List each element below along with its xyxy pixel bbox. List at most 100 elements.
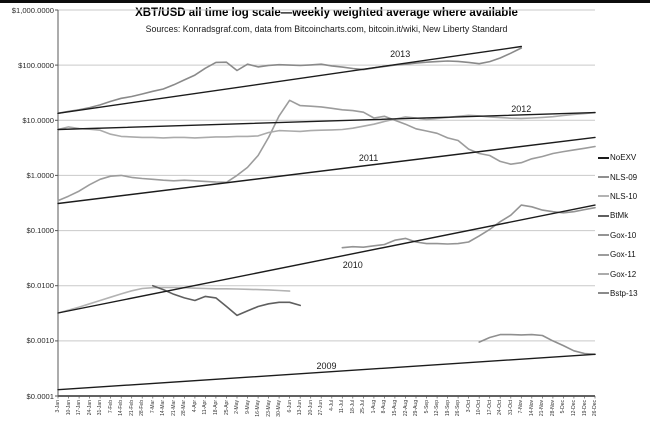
x-axis-label: 4-Apr [191,400,198,413]
x-axis-label: 20-Jun [307,400,314,416]
x-axis-label: 29-Aug [413,400,419,417]
series-line-nls-09 [478,333,596,356]
x-axis-label: 5-Sep [423,400,430,414]
x-axis-label: 7-Mar [149,400,156,414]
x-axis-label: 25-Jul [360,400,367,414]
y-axis-label: $100.0000 [18,60,54,70]
legend-item-gox-12: Gox-12 [598,264,638,283]
year-annotation-2011: 2011 [358,152,379,163]
x-axis-label: 6-Jun [286,400,293,413]
x-axis-label: 2-May [234,400,240,414]
x-axis-label: 13-Jun [297,400,304,416]
x-axis-label: 7-Feb [107,400,114,414]
x-axis-label: 24-Jan [86,400,93,416]
legend-item-bstp-13: Bstp-13 [598,284,638,303]
y-axis-label: $0.0100 [26,281,54,291]
x-axis-label: 14-Feb [118,400,125,416]
x-axis-label: 17-Oct [486,400,493,416]
x-axis-label: 15-Aug [391,400,398,417]
x-axis-label: 9-May [244,400,251,414]
y-axis-label: $0.1000 [26,226,54,236]
x-axis-label: 28-Nov [549,400,556,417]
x-axis-label: 26-Sep [455,400,462,417]
legend-item-btmk: BtMk [598,206,638,225]
x-axis-label: 22-Aug [402,400,409,417]
x-axis-label: 16-May [255,400,262,417]
x-axis-label: 5-Dec [560,400,567,414]
legend-item-nls-09: NLS-09 [598,167,638,186]
legend-marker-gox-11 [598,253,609,256]
x-axis-label: 10-Jan [65,400,72,416]
x-axis-label: 1-Aug [370,400,377,414]
series-line-noexv-trend-2009 [57,353,596,391]
series-line-gox-12 [57,111,596,139]
x-axis-label: 27-Jun [318,400,325,416]
legend-label: Gox-10 [610,230,637,240]
x-axis-label: 30-May [276,400,283,417]
legend-marker-btmk [598,214,609,217]
x-axis-label: 28-Feb [139,400,146,416]
legend-label: Bstp-13 [610,288,638,298]
x-axis-label: 26-Dec [592,400,598,417]
x-axis-label: 14-Mar [160,400,167,416]
series-line-btmk [152,284,302,317]
x-axis-label: 23-May [265,400,272,417]
legend-label: NLS-10 [610,191,638,201]
x-axis-label: 8-Aug [381,400,388,414]
x-axis-label: 3-Jan [55,400,61,413]
series-line-noexv-trend-2013 [57,45,522,115]
legend-label: NLS-09 [610,172,638,182]
y-axis-label: $0.0010 [26,336,54,346]
legend-label: BtMk [610,211,629,221]
y-axis-label: $10.0000 [22,115,54,125]
x-axis-label: 7-Nov [518,400,525,414]
x-axis-label: 11-Apr [202,400,209,415]
legend-label: Gox-12 [610,269,637,279]
series-line-bstp-13 [57,47,523,115]
series-line-nls-10 [57,286,291,314]
series-line-gox-11 [57,99,596,202]
x-axis-label: 31-Jan [97,400,104,416]
x-axis-label: 3-Oct [465,400,472,413]
x-axis-label: 21-Nov [539,400,546,417]
year-annotation-2012: 2012 [511,104,532,115]
x-axis-label: 21-Mar [170,400,177,416]
legend-label: NoEXV [610,153,637,163]
x-axis-label: 25-Apr [223,400,230,416]
legend-marker-noexv [598,156,609,159]
legend-item-noexv: NoEXV [598,148,638,167]
series-line-noexv-trend-2011 [57,136,596,205]
x-axis-label: 10-Oct [476,400,483,416]
x-axis-label: 4-Jul [328,400,335,411]
legend-marker-bstp-13 [598,292,609,295]
legend-marker-gox-12 [598,273,609,276]
x-axis-label: 12-Dec [570,400,577,417]
x-axis-label: 11-Jul [339,400,346,414]
legend-marker-gox-10 [598,234,609,237]
series-line-noexv-trend-2010 [57,204,596,314]
x-axis-label: 31-Oct [507,400,514,416]
x-axis-label: 18-Apr [212,400,219,416]
x-axis-label: 21-Feb [128,400,135,416]
top-border-strip [0,0,650,3]
x-axis-label: 24-Oct [497,400,504,416]
chart-subtitle: Sources: Konradsgraf.com, data from Bitc… [145,24,508,34]
year-annotation-2009: 2009 [316,361,337,372]
legend: NoEXV NLS-09 NLS-10 BtMk Gox-10 Gox-11 Gox-12 B… [598,148,638,303]
x-axis-label: 17-Jan [76,400,83,416]
legend-item-nls-10: NLS-10 [598,187,638,206]
legend-label: Gox-11 [610,250,636,260]
y-axis-label: $0.0001 [26,391,54,401]
x-axis-label: 28-Mar [181,400,188,416]
x-axis-label: 14-Nov [528,400,535,417]
x-axis-label: 12-Sep [434,400,441,417]
series-line-gox-10 [341,204,596,249]
y-axis-label: $1,000.0000 [11,5,54,15]
x-axis-label: 19-Sep [444,400,451,417]
x-axis-label: 18-Jul [349,400,356,414]
y-axis-label: $1.0000 [26,170,54,180]
legend-item-gox-11: Gox-11 [598,245,638,264]
series-line-noexv-trend-2012 [57,111,596,131]
